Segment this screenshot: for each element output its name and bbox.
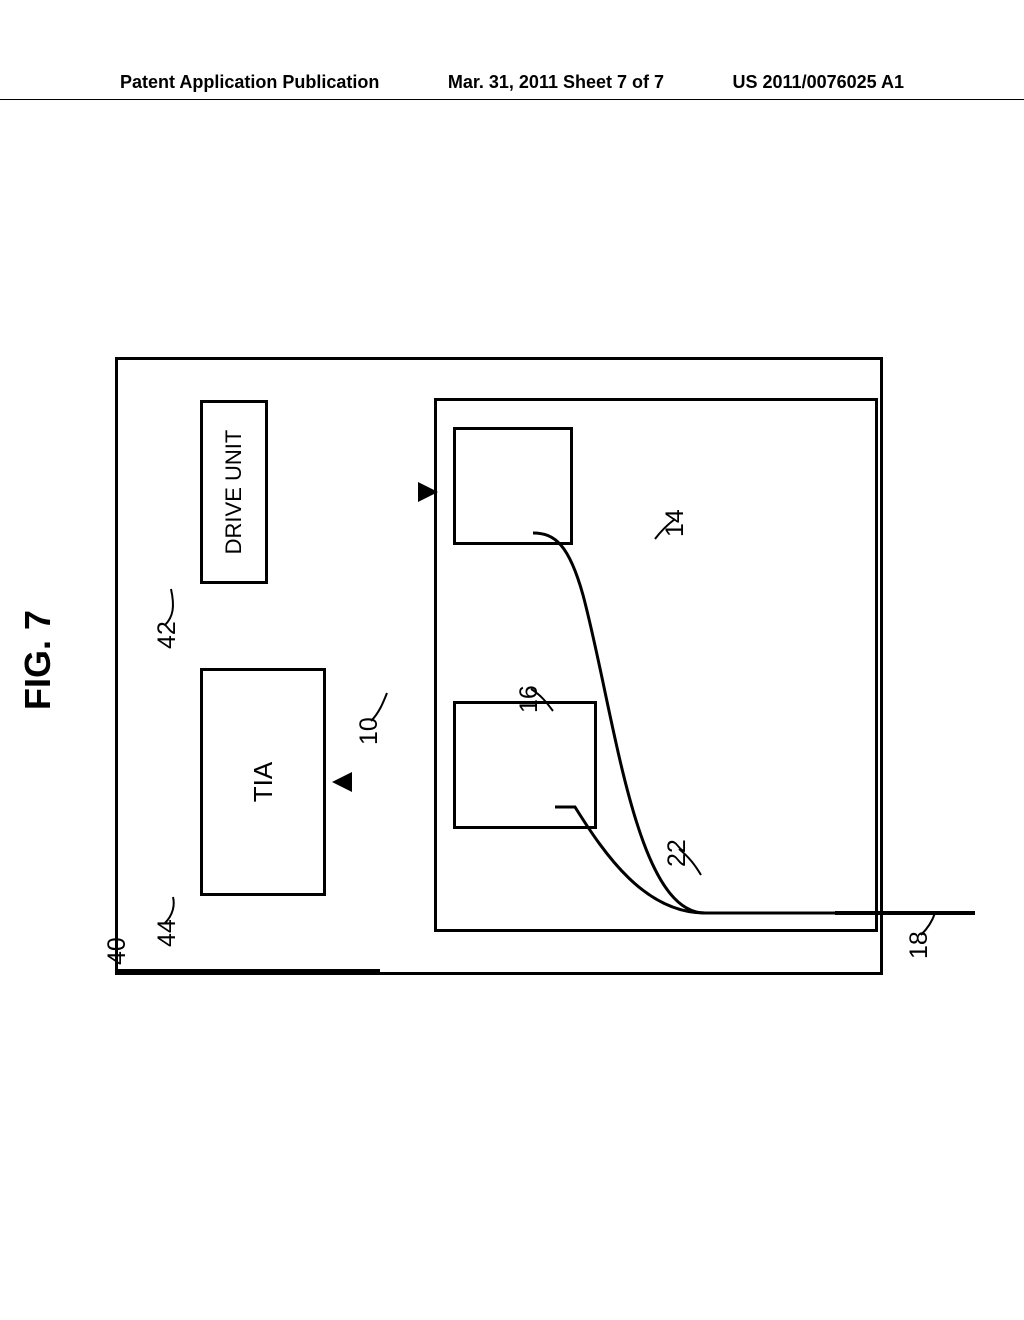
figure-title: FIG. 7 — [17, 610, 59, 710]
leader-42 — [165, 589, 173, 625]
figure-container: FIG. 7 TIA DRIVE UNIT — [75, 345, 1024, 975]
ref-label-18: 18 — [905, 931, 934, 959]
diagram-lines-svg — [75, 345, 1024, 975]
ref-label-16: 16 — [515, 685, 544, 713]
page: Patent Application Publication Mar. 31, … — [0, 0, 1024, 1320]
coupler-branch-left — [555, 807, 837, 913]
ref-label-42: 42 — [153, 621, 182, 649]
ref-label-40: 40 — [103, 937, 132, 965]
ref-label-22: 22 — [663, 839, 692, 867]
header-center: Mar. 31, 2011 Sheet 7 of 7 — [448, 72, 664, 93]
page-header: Patent Application Publication Mar. 31, … — [0, 72, 1024, 100]
ref-label-44: 44 — [153, 919, 182, 947]
header-left: Patent Application Publication — [120, 72, 379, 93]
ref-label-14: 14 — [661, 509, 690, 537]
leader-40 — [115, 973, 125, 975]
header-right: US 2011/0076025 A1 — [733, 72, 904, 93]
ref-label-10: 10 — [355, 717, 384, 745]
